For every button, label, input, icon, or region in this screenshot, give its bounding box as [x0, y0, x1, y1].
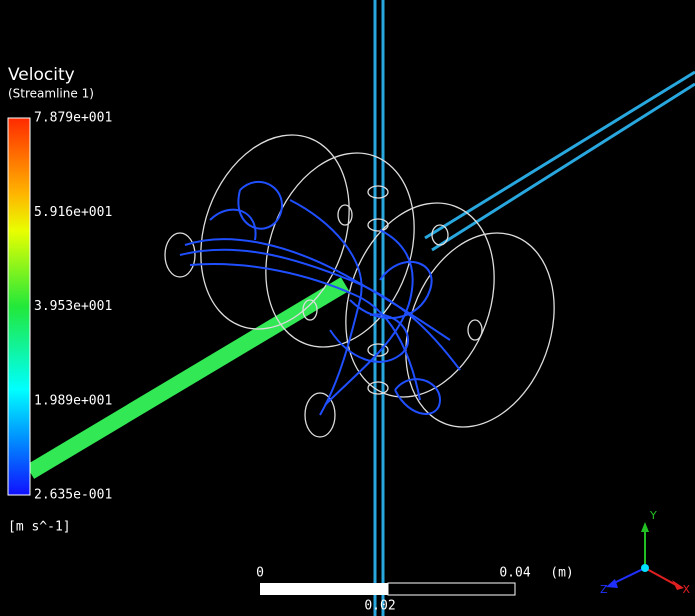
legend-title: Velocity: [8, 65, 75, 85]
color-bar: [7, 117, 31, 496]
legend-subtitle: (Streamline 1): [8, 87, 94, 101]
legend-units: [m s^-1]: [8, 520, 71, 535]
legend-label: 1.989e+001: [34, 393, 112, 408]
legend-label: 3.953e+001: [34, 299, 112, 314]
scale-unit: (m): [550, 566, 573, 581]
axis-z-label: Z: [600, 583, 608, 596]
scale-middle: 0.02: [364, 599, 395, 614]
scale-start: 0: [256, 566, 264, 581]
axis-y-label: Y: [649, 509, 657, 522]
legend-label: 5.916e+001: [34, 205, 112, 220]
scale-end: 0.04: [499, 566, 530, 581]
legend-label: 2.635e-001: [34, 488, 112, 503]
axis-x-label: X: [682, 583, 690, 596]
scale-bar-open: [387, 582, 516, 596]
scale-bar-filled: [260, 583, 388, 595]
axis-triad: [606, 522, 684, 590]
geometry: [25, 0, 695, 616]
legend-label: 7.879e+001: [34, 111, 112, 126]
